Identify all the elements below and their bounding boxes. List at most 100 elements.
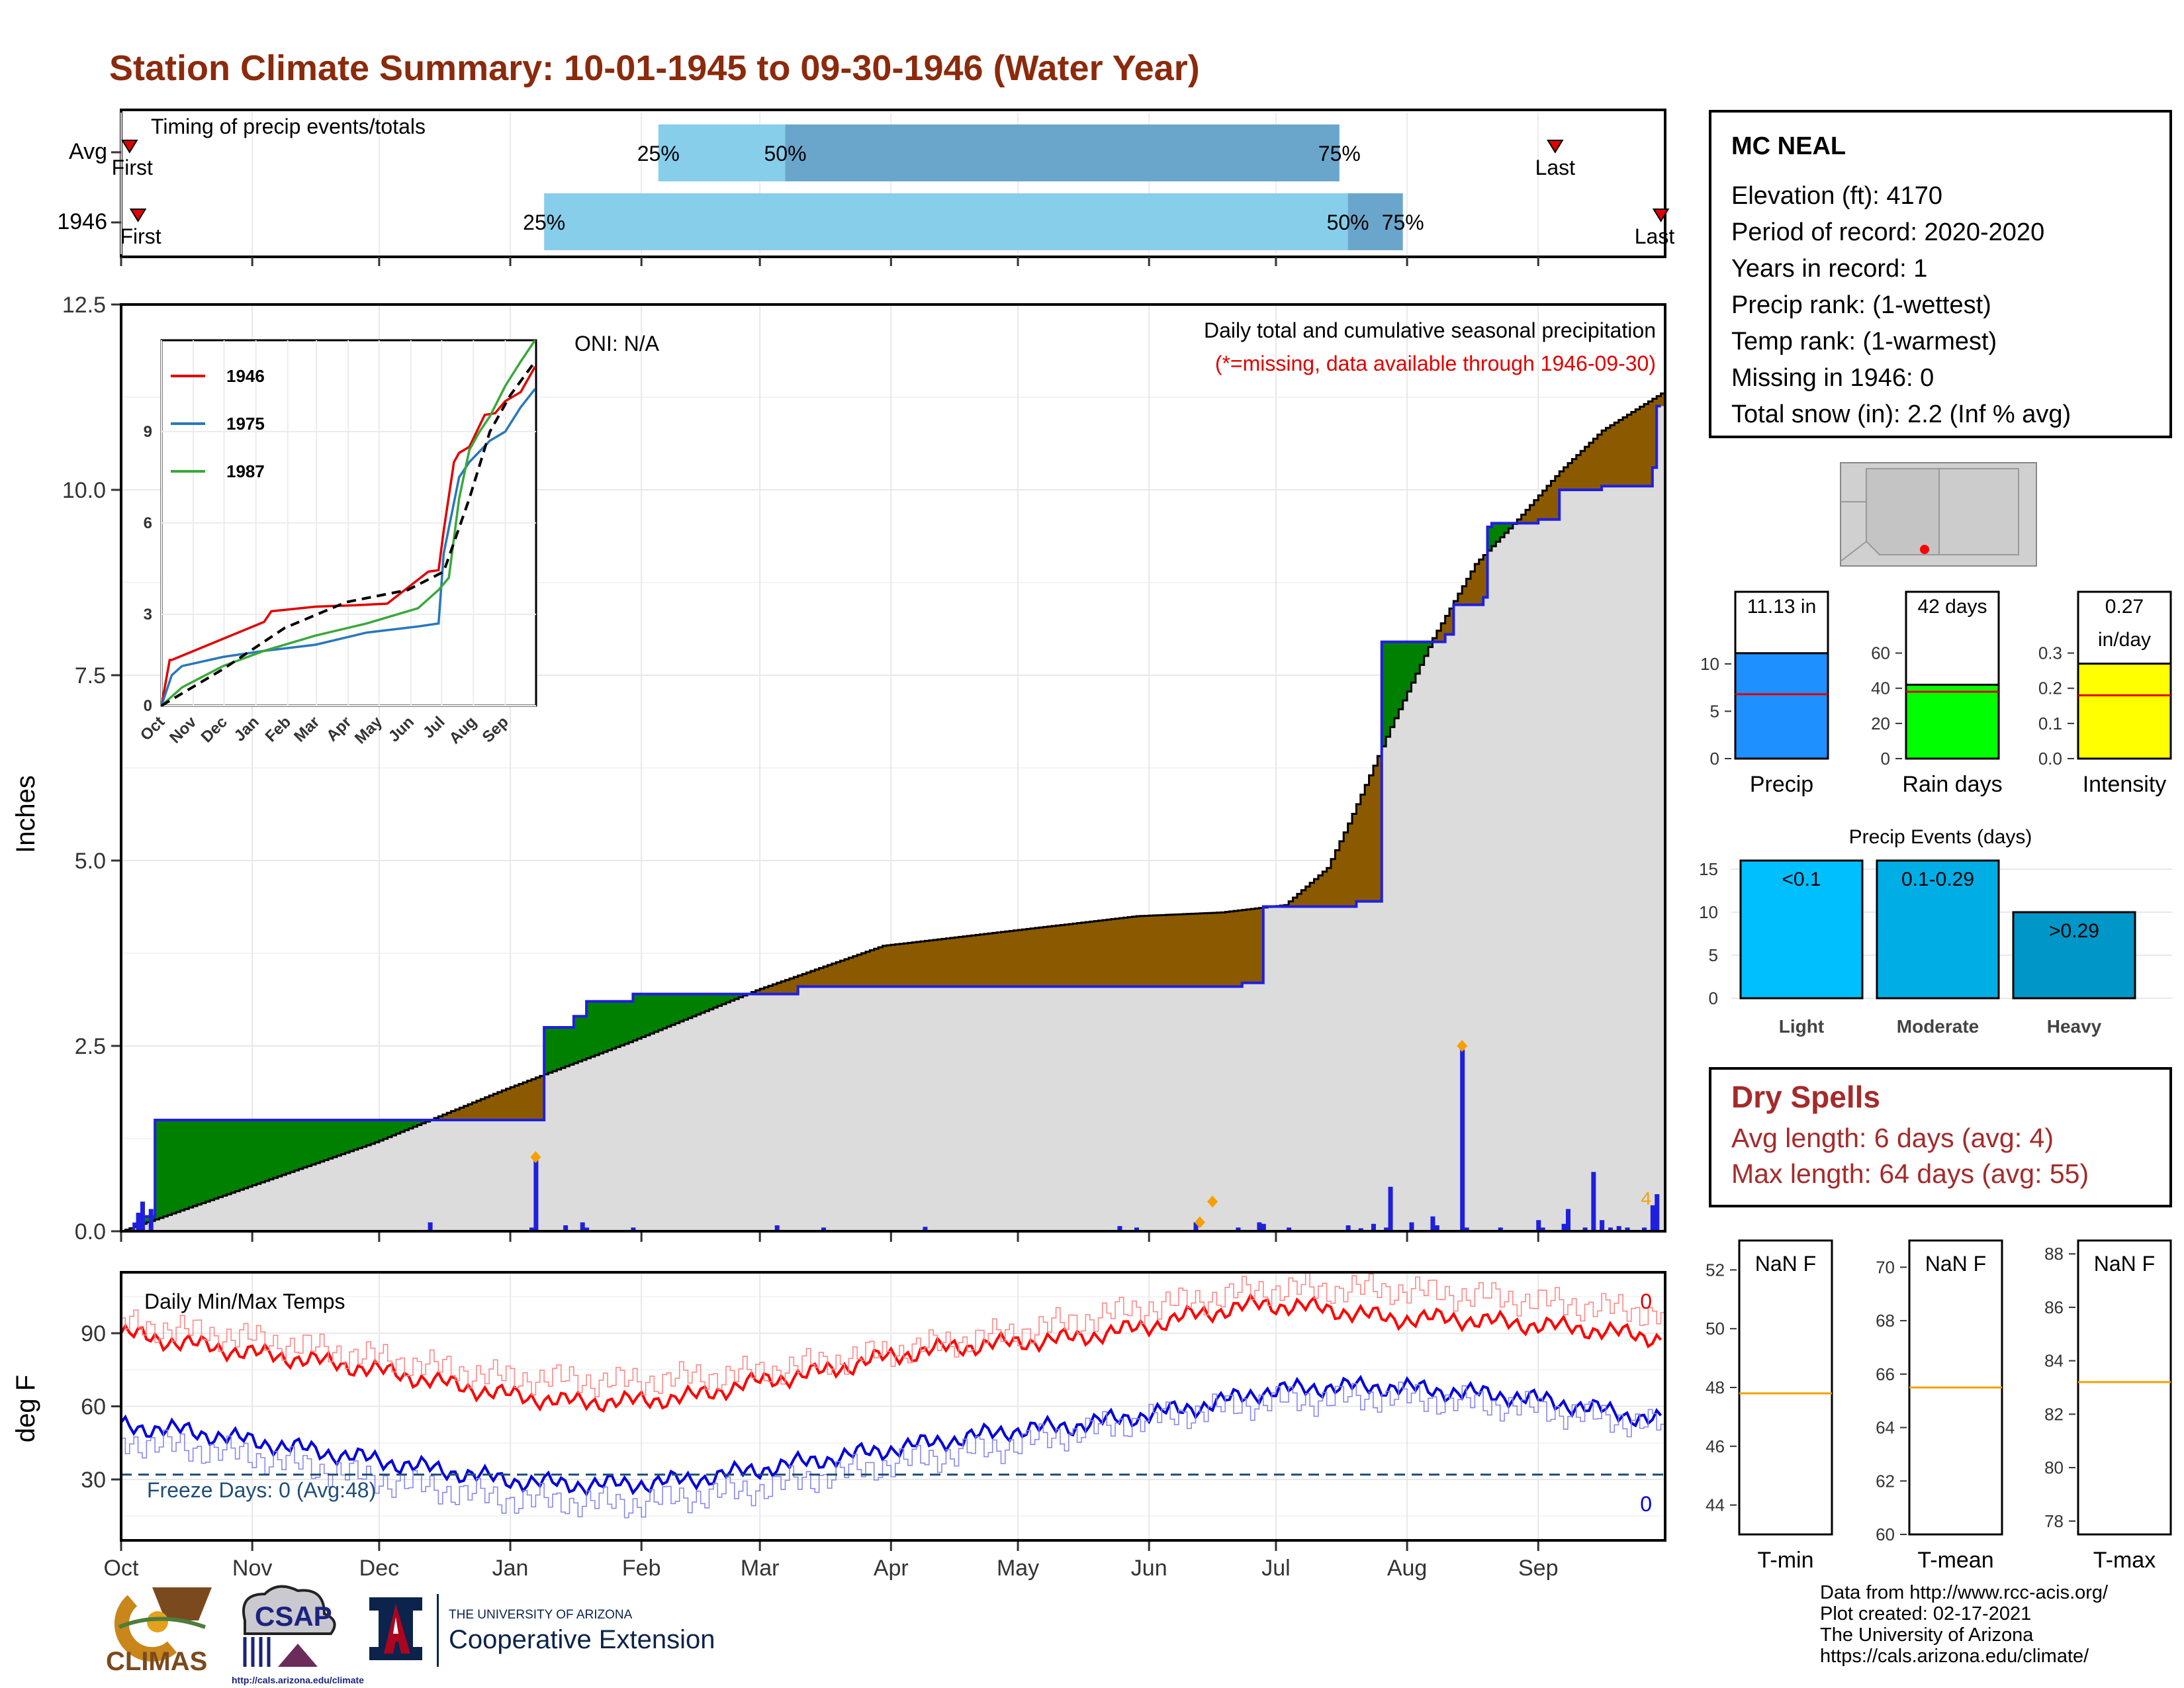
precip-below-avg-band — [1043, 927, 1048, 987]
temp-summary-ytick-label: 50 — [1706, 1319, 1725, 1338]
daily-precip-bar — [1642, 1227, 1647, 1231]
precip-below-avg-band — [1238, 910, 1243, 987]
logo-strip: CLIMAS CSAP http://cals.arizona.edu/clim… — [106, 1585, 715, 1685]
precip-below-avg-band — [1026, 929, 1031, 987]
precip-above-avg-band — [210, 1120, 215, 1200]
events-bar-heavy — [2012, 911, 2136, 1000]
month-label: Mar — [741, 1556, 780, 1581]
precip-above-avg-band — [320, 1120, 325, 1162]
precip-above-avg-band — [705, 994, 710, 1011]
precip-below-avg-band — [1149, 915, 1154, 987]
inset-ytick-label: 6 — [144, 514, 152, 532]
precip-above-avg-band — [256, 1120, 261, 1184]
station-location-dot — [1920, 545, 1929, 554]
month-label: Apr — [874, 1556, 909, 1581]
precip-below-avg-band — [1538, 495, 1543, 520]
precip-below-avg-band — [518, 1084, 523, 1120]
precip-above-avg-band — [371, 1120, 376, 1144]
precip-above-avg-band — [316, 1120, 321, 1163]
month-label: Oct — [104, 1556, 139, 1581]
events-category-label: Moderate — [1897, 1016, 1979, 1037]
precip-below-avg-band — [1555, 476, 1560, 520]
timing-bar-50-75 — [785, 124, 1340, 181]
temp-summary-ytick-label: 84 — [2044, 1351, 2064, 1371]
precip-below-avg-band — [1644, 404, 1649, 487]
precip-below-avg-band — [1144, 915, 1150, 987]
precip-below-avg-band — [1165, 915, 1171, 987]
temp-summary-ytick-label: 48 — [1706, 1378, 1725, 1397]
precip-above-avg-band — [324, 1120, 329, 1160]
precip-above-avg-band — [167, 1120, 173, 1215]
temp-summaries-panel: 44 46 48 50 52 NaN F T-min 60 62 64 66 68 70 NaN F T-m… — [1706, 1239, 2172, 1573]
precip-below-avg-band — [1111, 919, 1116, 987]
timing-row-label-year: 1946 — [57, 209, 107, 234]
precip-above-avg-band — [1504, 523, 1510, 533]
precip-below-avg-band — [979, 934, 985, 987]
precip-below-avg-band — [1030, 928, 1036, 987]
precip-below-avg-band — [1576, 455, 1581, 490]
precip-below-avg-band — [1322, 871, 1328, 907]
daily-precip-bar — [1582, 1227, 1588, 1231]
precip-above-avg-band — [675, 994, 680, 1023]
timing-last-label: Last — [1635, 224, 1675, 248]
precip-below-avg-band — [1373, 765, 1378, 902]
precip-below-avg-band — [1593, 438, 1598, 490]
precip-above-avg-band — [328, 1120, 334, 1159]
csap-url: http://cals.arizona.edu/climate — [232, 1675, 364, 1685]
precip-below-avg-band — [1525, 510, 1531, 524]
precip-above-avg-band — [578, 1016, 583, 1062]
daily-precip-bar — [1236, 1227, 1241, 1231]
temp-summary-ytick-label: 68 — [1876, 1311, 1895, 1331]
precip-above-avg-band — [557, 1027, 562, 1070]
precip-below-avg-band — [1584, 447, 1590, 490]
precip-above-avg-band — [1491, 523, 1496, 547]
precip-above-avg-band — [1398, 641, 1404, 710]
precip-below-avg-band — [468, 1104, 473, 1120]
precip-above-avg-band — [231, 1120, 236, 1193]
temp-summary-value: NaN F — [2094, 1252, 2155, 1276]
precip-below-avg-band — [764, 987, 769, 994]
precip-below-avg-band — [992, 933, 997, 987]
precip-below-avg-band — [1635, 409, 1641, 487]
precip-above-avg-band — [332, 1120, 338, 1157]
precip-below-avg-band — [1119, 917, 1124, 987]
events-ytick-label: 15 — [1699, 859, 1718, 879]
precip-above-avg-band — [1415, 641, 1420, 674]
daily-precip-bar — [1345, 1225, 1351, 1231]
precip-below-avg-band — [1347, 823, 1353, 907]
precip-missing-note: (*=missing, data available through 1946-… — [1215, 352, 1656, 375]
daily-precip-bar — [1565, 1209, 1570, 1231]
precip-below-avg-band — [929, 940, 934, 987]
precip-below-avg-band — [1047, 926, 1052, 987]
month-label: Sep — [1518, 1556, 1559, 1581]
precip-above-avg-band — [1420, 641, 1425, 665]
timing-first-marker — [121, 140, 138, 154]
summary-value-label: 42 days — [1917, 596, 1987, 618]
summary-bar-1 — [1905, 683, 2000, 760]
summary-ytick-label: 0 — [1710, 749, 1719, 769]
precip-below-avg-band — [937, 939, 942, 987]
precip-below-avg-band — [1246, 909, 1251, 983]
precip-panel: Inches 0.0 2.5 5.0 7.5 10.0 12.5 ONI: N/A Dai… — [11, 293, 1666, 1244]
temp-summary-ytick-label: 46 — [1706, 1436, 1725, 1456]
summary-ytick-label: 5 — [1710, 701, 1719, 721]
precip-below-avg-band — [1123, 917, 1128, 987]
precip-above-avg-band — [176, 1120, 181, 1212]
precip-below-avg-band — [1445, 616, 1450, 635]
daily-precip-bar — [1561, 1223, 1567, 1231]
precip-below-avg-band — [1623, 417, 1628, 487]
daily-precip-bar — [140, 1201, 145, 1231]
timing-bar-25-50 — [658, 124, 786, 181]
precip-below-avg-band — [1588, 442, 1594, 490]
precip-above-avg-band — [670, 994, 676, 1025]
precip-below-avg-band — [755, 990, 760, 994]
temp-summary-label: T-min — [1758, 1548, 1814, 1573]
precip-above-avg-band — [290, 1120, 295, 1172]
precip-above-avg-band — [218, 1120, 224, 1197]
precip-below-avg-band — [810, 970, 815, 987]
precip-below-avg-band — [1521, 514, 1526, 524]
daily-precip-bar — [1608, 1227, 1613, 1231]
summary-bars-panel: 0 5 10 11.13 in Precip 0 20 40 60 42 days Rain day… — [1700, 590, 2172, 797]
temp-summary-ytick-label: 66 — [1876, 1364, 1895, 1384]
inset-series-line-1975 — [160, 388, 536, 706]
